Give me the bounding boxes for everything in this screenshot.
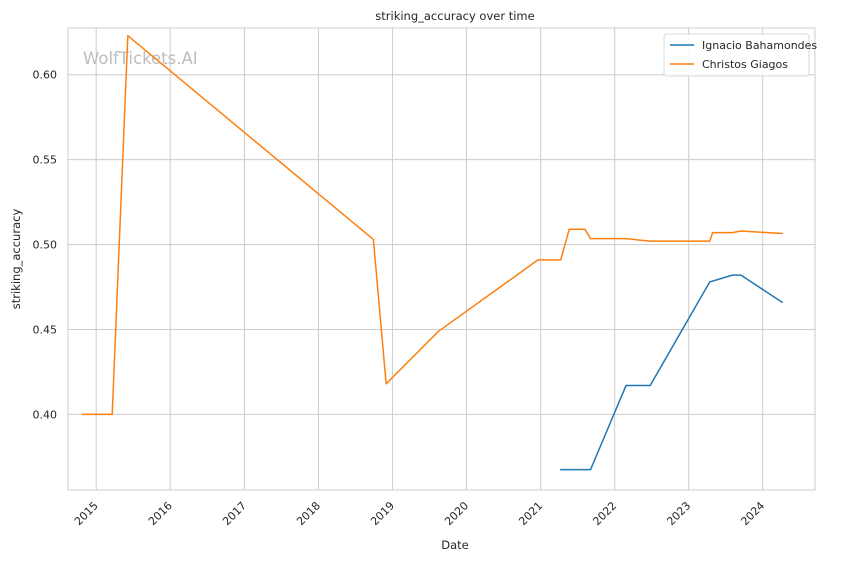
legend-label-christos: Christos Giagos xyxy=(702,58,788,71)
plot-frame xyxy=(67,27,816,491)
chart-title: striking_accuracy over time xyxy=(375,9,534,23)
series-lines xyxy=(81,34,783,471)
series-line-christos-giagos xyxy=(81,34,783,416)
y-tick-label: 0.40 xyxy=(33,408,58,421)
y-tick-label: 0.55 xyxy=(33,154,58,167)
y-axis-label: striking_accuracy xyxy=(9,209,23,310)
y-tick-label: 0.50 xyxy=(33,239,58,252)
legend: Ignacio Bahamondes Christos Giagos xyxy=(663,33,817,77)
legend-box xyxy=(663,33,810,77)
grid xyxy=(68,28,815,490)
watermark: WolfTickets.AI xyxy=(83,49,198,68)
x-axis-label: Date xyxy=(441,538,469,552)
y-tick-label: 0.45 xyxy=(33,323,58,336)
series-line-ignacio-bahamondes xyxy=(559,274,783,471)
y-tick-label: 0.60 xyxy=(33,69,58,82)
y-tick-labels: 0.40 0.45 0.50 0.55 0.60 xyxy=(33,69,58,422)
legend-label-ignacio: Ignacio Bahamondes xyxy=(702,39,817,52)
